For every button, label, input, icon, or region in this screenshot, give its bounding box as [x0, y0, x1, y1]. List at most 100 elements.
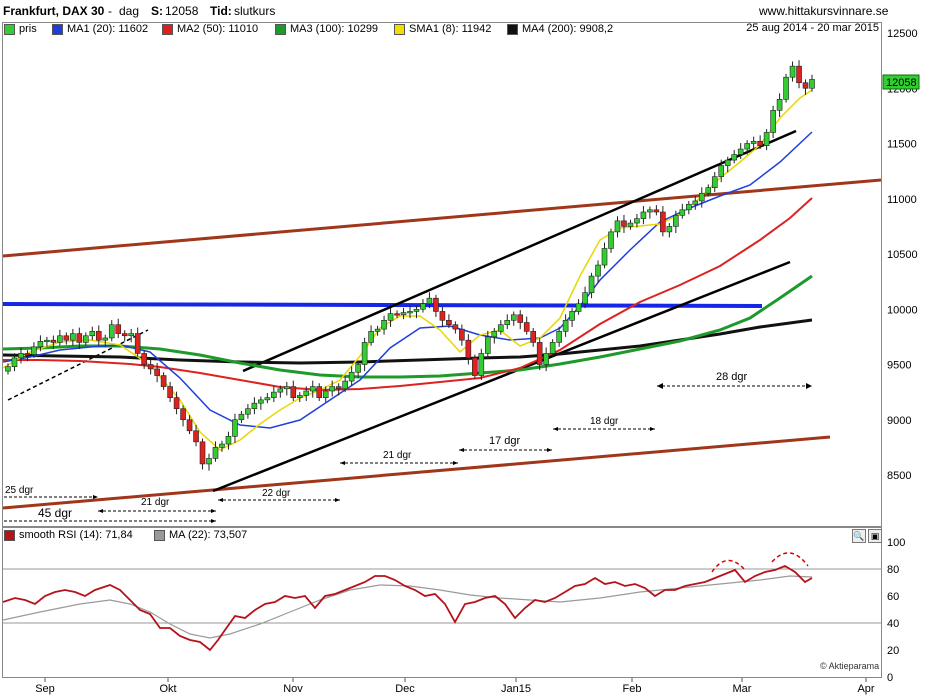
- x-label-nov: Nov: [283, 683, 303, 695]
- candle: [31, 346, 37, 355]
- x-label-okt: Okt: [159, 683, 176, 695]
- site-url[interactable]: www.hittakursvinnare.se: [759, 4, 889, 18]
- candle: [63, 335, 70, 341]
- candle: [186, 419, 193, 432]
- annotation-25: 25 dgr: [5, 485, 34, 496]
- time-axis: Sep Okt Nov Dec Jan15 Feb Mar Apr: [35, 678, 875, 695]
- candle: [530, 331, 536, 343]
- zoom-icon[interactable]: 🔍: [852, 529, 866, 543]
- trendlines: [2, 129, 882, 510]
- candle: [718, 165, 725, 177]
- candle: [485, 336, 491, 354]
- candle: [322, 390, 329, 398]
- candle: [348, 371, 355, 382]
- candle: [595, 264, 601, 277]
- candle: [679, 209, 686, 216]
- candle: [219, 443, 225, 448]
- price-tick-10000: 10000: [887, 304, 918, 316]
- candle: [731, 154, 737, 161]
- legend-item-ma4: MA4 (200): 9908,2: [507, 22, 613, 36]
- candle: [478, 353, 485, 376]
- legend-item-sma1: SMA1 (8): 11942: [394, 22, 491, 36]
- candle: [666, 226, 673, 233]
- legend-item-ma1: MA1 (20): 11602: [52, 22, 148, 36]
- candle: [335, 386, 342, 390]
- chart-title: Frankfurt, DAX 30: [3, 4, 105, 18]
- candle: [5, 366, 11, 372]
- x-label-mar: Mar: [733, 683, 752, 695]
- candle: [543, 353, 549, 365]
- candle: [692, 200, 699, 205]
- price-tick-9500: 9500: [887, 360, 911, 372]
- x-label-sep: Sep: [35, 683, 55, 695]
- candle: [50, 339, 57, 343]
- candle: [83, 335, 89, 343]
- price-badge-box: [882, 74, 920, 90]
- time-value: slutkurs: [234, 4, 276, 18]
- annotation-22: 22 dgr: [262, 488, 291, 499]
- candle: [70, 333, 76, 341]
- candle: [154, 368, 160, 376]
- x-label-dec: Dec: [395, 683, 415, 695]
- candle: [640, 211, 647, 219]
- candle: [737, 148, 744, 155]
- candle: [536, 342, 543, 365]
- candle: [452, 324, 459, 330]
- candle: [556, 331, 562, 343]
- candle: [809, 79, 815, 89]
- candle: [271, 391, 277, 398]
- rsi-tick: 20: [887, 645, 899, 657]
- title-separator: -: [108, 4, 112, 18]
- candle: [588, 275, 595, 293]
- ma2-50-line: [3, 197, 813, 392]
- chart-header: Frankfurt, DAX 30 - dag S: 12058 Tid: sl…: [0, 0, 926, 22]
- candle: [770, 110, 776, 133]
- candle: [698, 192, 705, 202]
- annotation-18: 18 dgr: [590, 416, 619, 427]
- candle: [724, 159, 731, 166]
- price-panel: [2, 22, 882, 527]
- candle: [303, 390, 310, 396]
- candle: [89, 331, 96, 337]
- price-tick-9000: 9000: [887, 415, 911, 427]
- candle: [446, 319, 452, 326]
- legend-item-ma2: MA2 (50): 11010: [162, 22, 258, 36]
- candle: [465, 339, 472, 359]
- legend-item-ma3: MA3 (100): 10299: [275, 22, 378, 36]
- period-label: dag: [119, 4, 140, 18]
- candle: [394, 313, 400, 316]
- candle: [342, 380, 348, 390]
- candle: [76, 333, 83, 343]
- rsi-chart: [2, 552, 881, 652]
- candle: [258, 399, 264, 404]
- legend-item-pris: pris: [4, 22, 37, 36]
- candle: [167, 386, 173, 398]
- time-label: Tid:: [210, 4, 232, 18]
- ma4-200-line: [2, 318, 813, 365]
- candle: [407, 311, 413, 314]
- price-axis: 8500900095001000010500110001150012000125…: [887, 28, 918, 482]
- rsi-line: [2, 564, 813, 652]
- rsi-tick: 0: [887, 672, 893, 684]
- candle: [238, 413, 245, 421]
- candle: [199, 441, 206, 465]
- candle: [491, 331, 498, 338]
- price-tick-10500: 10500: [887, 249, 918, 261]
- moving-averages: [2, 89, 813, 451]
- price-tick-8500: 8500: [887, 470, 911, 482]
- candle: [368, 331, 374, 343]
- candle: [575, 303, 582, 312]
- candle: [504, 319, 511, 326]
- legend-swatch: [394, 23, 405, 35]
- settings-icon[interactable]: ▣: [868, 529, 882, 543]
- candle: [459, 328, 465, 341]
- candle: [44, 339, 50, 342]
- trendline-upper-brown: [2, 178, 882, 258]
- candle: [523, 322, 530, 332]
- candle: [173, 397, 180, 409]
- candle: [426, 297, 433, 305]
- candle: [549, 342, 556, 354]
- candle: [439, 311, 446, 321]
- candle: [251, 402, 258, 409]
- rsi-ma-line: [2, 575, 813, 639]
